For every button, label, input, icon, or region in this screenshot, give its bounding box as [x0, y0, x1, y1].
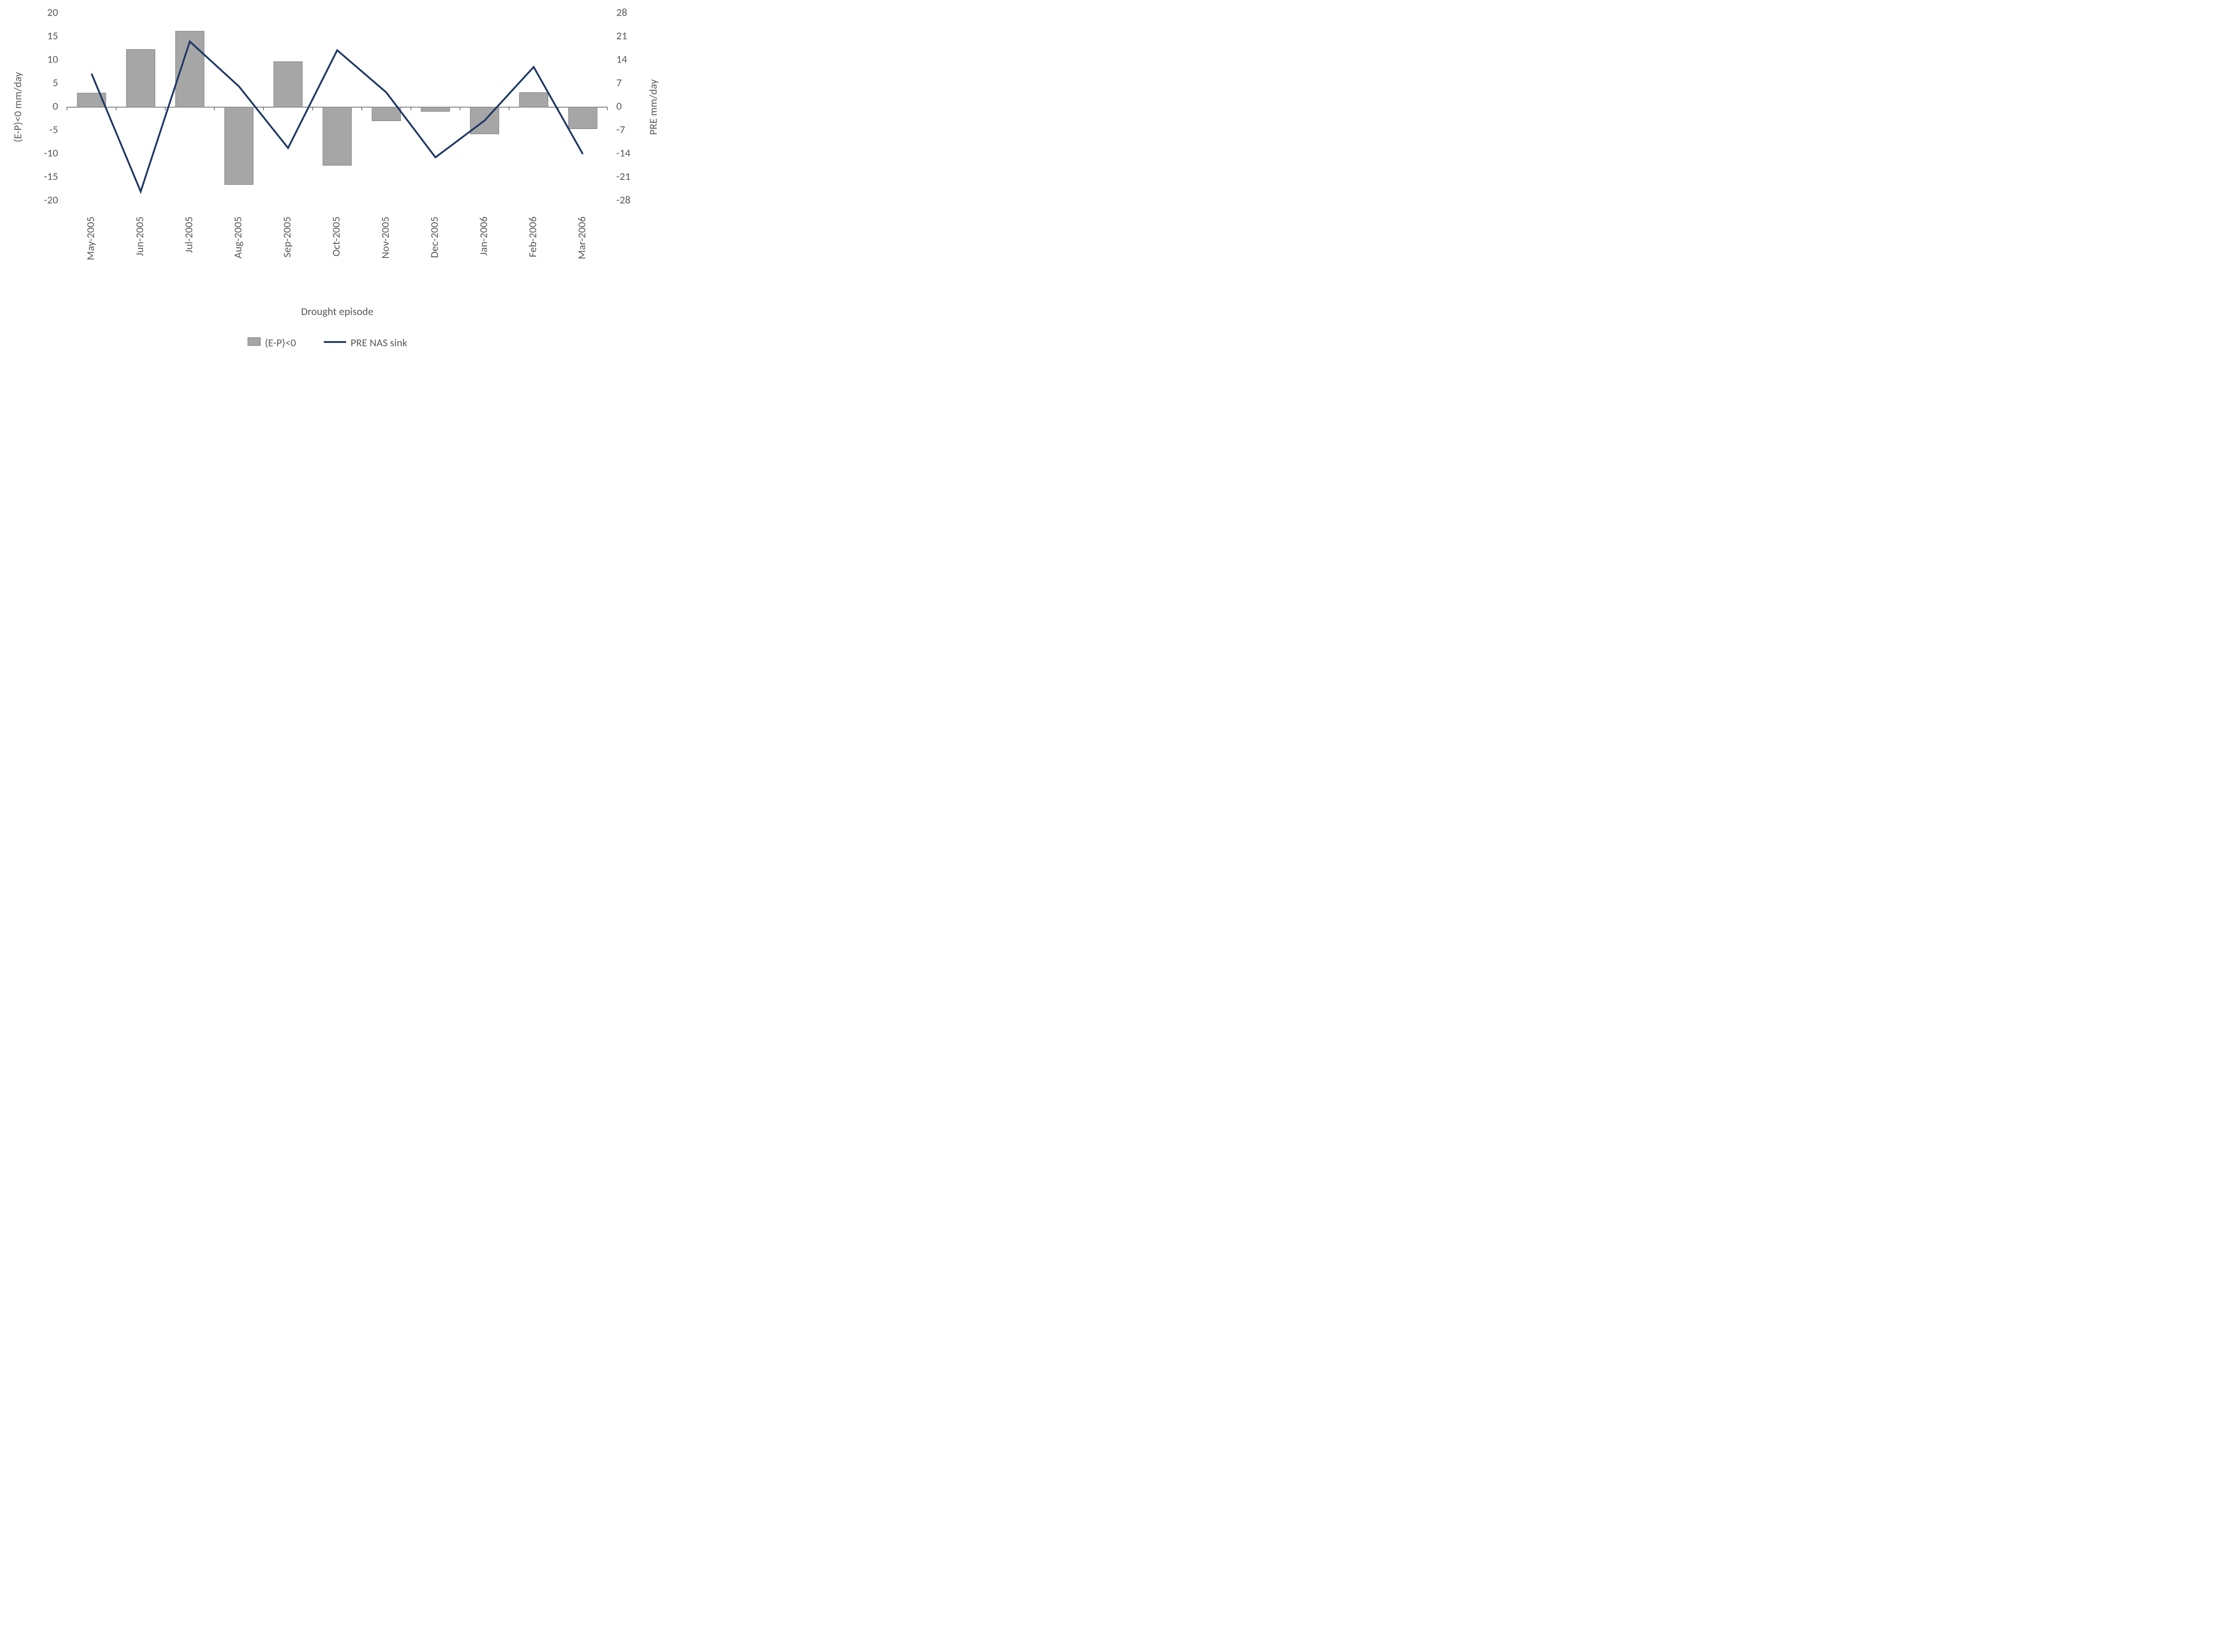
- y-right-tick-label: -7: [616, 123, 625, 136]
- y-left-tick-label: -20: [44, 194, 58, 207]
- y-right-tick-label: -21: [616, 170, 631, 183]
- x-tick-label: Sep-2005: [281, 217, 294, 258]
- bar: [323, 107, 351, 165]
- y-left-tick-label: -5: [49, 123, 58, 136]
- legend-bar-label: (E-P)<0: [265, 337, 296, 350]
- y-right-tick-label: 0: [616, 100, 622, 113]
- y-left-tick-label: 15: [47, 29, 58, 42]
- x-tick-label: May-2005: [84, 217, 97, 260]
- bar: [569, 107, 597, 129]
- bar: [274, 62, 302, 107]
- x-tick-label: Aug-2005: [232, 217, 245, 259]
- y-left-tick-label: 20: [47, 6, 58, 19]
- bar: [519, 92, 548, 107]
- legend-bar-swatch: [248, 338, 260, 346]
- bar: [126, 50, 155, 107]
- x-axis-title: Drought episode: [301, 305, 373, 318]
- y-right-tick-label: 14: [616, 53, 627, 66]
- combo-chart: -20 -15 -10 -5 0 5 10 15 20 -28 -21 -14 -7 0 7 14 21 28 (E…: [0, 0, 670, 357]
- y-left-tick-label: 0: [53, 100, 58, 113]
- y-left-tick-label: 5: [53, 76, 58, 89]
- x-tick-label: Jul-2005: [183, 217, 196, 253]
- y-right-tick-label: 28: [616, 6, 627, 19]
- x-tick-label: Jan-2006: [477, 217, 490, 256]
- x-tick-label: Oct-2005: [330, 217, 343, 256]
- y-left-title: (E-P)<0 mm/day: [12, 72, 25, 142]
- chart-container: -20 -15 -10 -5 0 5 10 15 20 -28 -21 -14 -7 0 7 14 21 28 (E…: [0, 0, 670, 357]
- x-tick-label: Nov-2005: [379, 217, 392, 259]
- y-left-tick-label: 10: [47, 53, 58, 66]
- x-tick-label: Dec-2005: [428, 217, 441, 258]
- legend-line-label: PRE NAS sink: [351, 337, 407, 350]
- y-left-tick-label: -15: [44, 170, 58, 183]
- bar: [421, 107, 450, 111]
- bar: [77, 93, 106, 108]
- x-tick-label: Jun-2005: [134, 217, 146, 256]
- y-right-title: PRE mm/day: [647, 79, 660, 135]
- bar: [372, 107, 401, 121]
- x-tick-label: Mar-2006: [576, 217, 589, 259]
- x-tick-label: Feb-2006: [527, 217, 539, 257]
- bar: [225, 107, 253, 184]
- y-right-tick-label: 21: [616, 29, 627, 42]
- y-right-tick-label: -28: [616, 194, 631, 207]
- y-left-tick-label: -10: [44, 147, 58, 160]
- y-right-tick-label: 7: [616, 76, 622, 89]
- y-right-tick-label: -14: [616, 147, 631, 160]
